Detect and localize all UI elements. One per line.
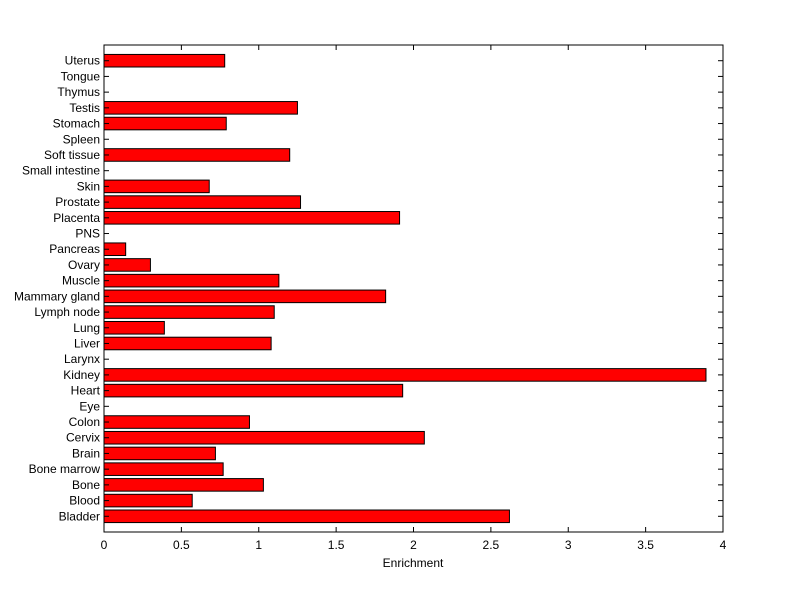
y-tick-label: Brain: [72, 446, 100, 460]
y-tick-label: Mammary gland: [14, 289, 100, 303]
y-tick-label: Bone: [72, 478, 100, 492]
y-tick-label: Cervix: [66, 431, 100, 445]
bar-bladder: [103, 509, 510, 524]
bar-bone-marrow: [103, 462, 224, 476]
x-tick-label: 0.5: [173, 538, 190, 552]
y-tick-label: Tongue: [61, 69, 101, 83]
x-ticks-group: 0 0.5 1 1.5 2 2.5 3 3.5 4: [101, 45, 727, 552]
bar-placenta: [103, 211, 401, 225]
y-tick-label: Prostate: [55, 195, 100, 209]
x-tick-label: 4: [720, 538, 727, 552]
y-tick-label: Small intestine: [22, 164, 100, 178]
bar-stomach: [103, 116, 227, 131]
y-tick-label: Spleen: [63, 132, 100, 146]
y-tick-label: Soft tissue: [44, 148, 100, 162]
bar-blood: [103, 493, 193, 508]
x-tick-label: 1: [255, 538, 262, 552]
y-tick-label: Ovary: [68, 258, 100, 272]
x-tick-label: 3.5: [637, 538, 654, 552]
y-tick-label: Skin: [77, 179, 100, 193]
y-tick-label: Colon: [69, 415, 100, 429]
bar-mammary-gland: [103, 289, 387, 304]
bar-lymph-node: [103, 305, 275, 319]
bar-colon: [103, 415, 250, 429]
bar-liver: [103, 336, 272, 351]
bar-soft-tissue: [103, 148, 291, 162]
y-tick-label: Stomach: [53, 117, 100, 131]
y-tick-label: Uterus: [65, 54, 100, 68]
y-tick-label: Kidney: [63, 368, 100, 382]
x-tick-label: 1.5: [328, 538, 345, 552]
y-tick-label: Muscle: [62, 274, 100, 288]
bar-ovary: [103, 258, 151, 272]
y-tick-label: Lung: [73, 321, 100, 335]
plot-frame: [103, 44, 724, 533]
bar-uterus: [103, 53, 226, 68]
bar-brain: [103, 446, 216, 461]
bar-kidney: [103, 368, 707, 382]
bar-cervix: [103, 430, 425, 445]
y-tick-label: Blood: [69, 494, 100, 508]
y-tick-label: Bladder: [59, 509, 100, 523]
y-tick-label: Heart: [71, 384, 101, 398]
x-tick-label: 2.5: [483, 538, 500, 552]
x-tick-label: 3: [565, 538, 572, 552]
x-axis-label: Enrichment: [383, 556, 444, 570]
bar-lung: [103, 320, 165, 335]
bar-heart: [103, 383, 404, 398]
y-tick-label: Testis: [69, 101, 100, 115]
y-tick-label: Liver: [74, 336, 100, 350]
y-tick-label: Larynx: [64, 352, 100, 366]
y-tick-label: Placenta: [53, 211, 100, 225]
y-tick-label: Lymph node: [34, 305, 100, 319]
y-tick-label: Bone marrow: [29, 462, 101, 476]
x-tick-label: 2: [410, 538, 417, 552]
bar-bone: [103, 478, 264, 492]
bar-skin: [103, 179, 210, 194]
bar-muscle: [103, 273, 280, 288]
bar-testis: [103, 101, 298, 115]
y-tick-label: Eye: [79, 399, 100, 413]
x-tick-label: 0: [101, 538, 108, 552]
bar-prostate: [103, 195, 302, 209]
y-tick-label: PNS: [75, 227, 100, 241]
y-tick-label: Pancreas: [49, 242, 100, 256]
y-tick-label: Thymus: [57, 85, 100, 99]
